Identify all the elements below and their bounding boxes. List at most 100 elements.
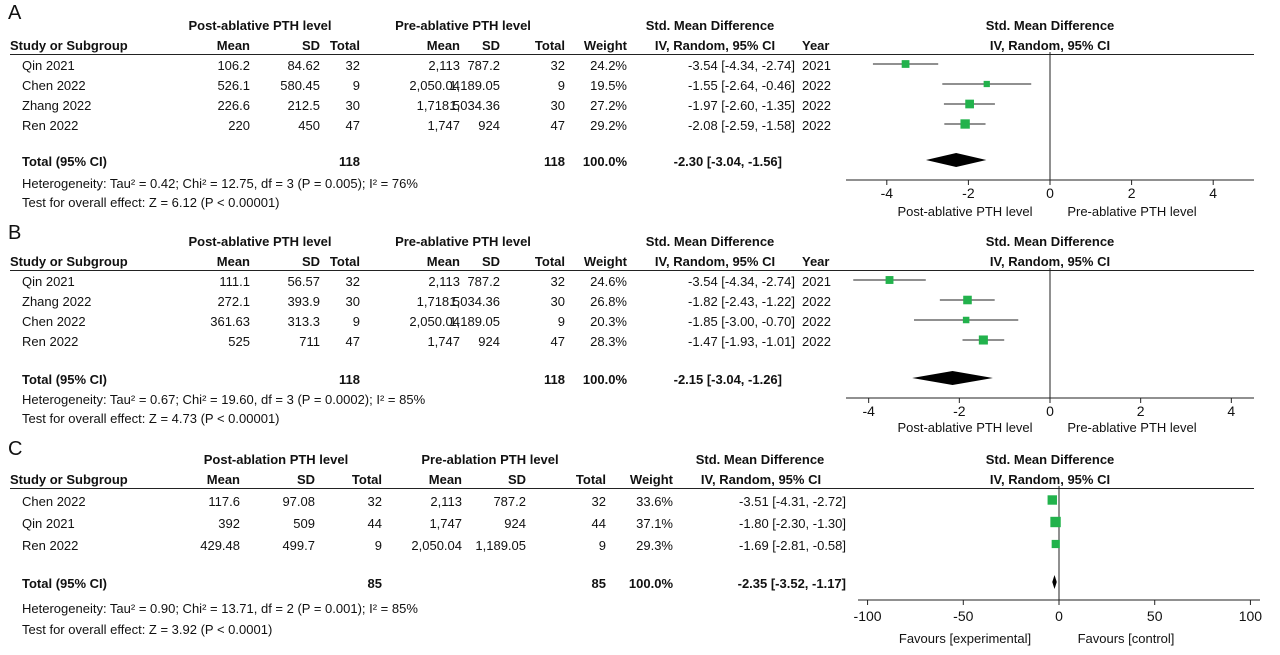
tick-label: -4	[862, 403, 875, 419]
mean2-header: Mean	[428, 472, 462, 487]
total-n1: 118	[339, 372, 360, 387]
n2-cell: 44	[591, 516, 606, 531]
plot-sub-header: IV, Random, 95% CI	[989, 254, 1111, 269]
panel-label-c: C	[8, 438, 23, 460]
effect-header: Std. Mean Difference	[645, 234, 775, 249]
sd2-header: SD	[481, 254, 500, 269]
total-label: Total (95% CI)	[22, 372, 107, 387]
sd2-cell: 787.2	[467, 274, 500, 289]
forest-plot-svg-b: -4 -2 0 2 4	[846, 268, 1254, 419]
total2-header: Total	[534, 38, 565, 53]
total-label: Total (95% CI)	[22, 576, 107, 591]
sd2-cell: 1,189.05	[449, 78, 500, 93]
sd2-header: SD	[481, 38, 500, 53]
n2-cell: 32	[550, 274, 565, 289]
axis-left-label: Favours [experimental]	[898, 631, 1032, 646]
sd2-cell: 924	[504, 516, 526, 531]
effect-marker	[963, 295, 972, 305]
axis-left-label: Post-ablative PTH level	[897, 420, 1033, 435]
effect-sub-header: IV, Random, 95% CI	[654, 254, 776, 269]
mean1-header: Mean	[216, 38, 250, 53]
sd1-header: SD	[301, 38, 320, 53]
group1-header: Post-ablative PTH level	[188, 18, 332, 33]
study-header: Study or Subgroup	[10, 254, 128, 269]
plot-title: Std. Mean Difference	[985, 18, 1115, 33]
sd1-header: SD	[296, 472, 315, 487]
effect-marker	[965, 99, 974, 109]
mean1-cell: 526.1	[217, 78, 250, 93]
n1-cell: 32	[367, 494, 382, 509]
year-cell: 2021	[802, 58, 831, 73]
plot-sub-header: IV, Random, 95% CI	[989, 38, 1111, 53]
plot-title: Std. Mean Difference	[985, 452, 1115, 467]
tick-label: -4	[881, 185, 894, 201]
plot-sub-header: IV, Random, 95% CI	[989, 472, 1111, 487]
total-n1: 118	[339, 154, 360, 169]
ci-cell: -1.55 [-2.64, -0.46]	[688, 78, 795, 93]
weight-header: Weight	[629, 472, 673, 487]
study-name: Zhang 2022	[22, 98, 92, 113]
group2-header: Pre-ablative PTH level	[395, 234, 531, 249]
weight-cell: 37.1%	[636, 516, 673, 531]
mean1-cell: 392	[218, 516, 240, 531]
effect-marker	[1050, 516, 1061, 528]
tick-label: 2	[1137, 403, 1145, 419]
mean2-cell: 1,718.5	[416, 294, 460, 309]
n1-cell: 30	[345, 98, 360, 113]
year-cell: 2022	[802, 78, 831, 93]
mean1-cell: 106.2	[217, 58, 250, 73]
total-label: Total (95% CI)	[22, 154, 107, 169]
weight-cell: 27.2%	[590, 98, 627, 113]
header-rule	[10, 270, 1254, 271]
total-ci: -2.30 [-3.04, -1.56]	[673, 154, 782, 169]
group1-header: Post-ablation PTH level	[203, 452, 349, 467]
mean2-cell: 1,747	[427, 118, 460, 133]
sd2-cell: 1,034.36	[449, 294, 500, 309]
axis-left-label: Post-ablative PTH level	[897, 204, 1033, 219]
study-name: Qin 2021	[22, 516, 75, 531]
year-cell: 2022	[802, 314, 831, 329]
sd1-cell: 711	[299, 334, 320, 349]
ci-cell: -3.54 [-4.34, -2.74]	[688, 274, 795, 289]
tick-label: -2	[962, 185, 975, 201]
year-header: Year	[802, 38, 830, 53]
sd1-cell: 450	[298, 118, 320, 133]
group2-header: Pre-ablation PTH level	[421, 452, 559, 467]
sd2-cell: 787.2	[493, 494, 526, 509]
mean2-cell: 2,113	[430, 494, 462, 509]
n2-cell: 9	[557, 314, 565, 329]
weight-cell: 19.5%	[590, 78, 627, 93]
n1-cell: 9	[374, 538, 382, 553]
sd1-header: SD	[301, 254, 320, 269]
n2-cell: 47	[550, 118, 565, 133]
n2-cell: 9	[598, 538, 606, 553]
ci-cell: -1.82 [-2.43, -1.22]	[688, 294, 795, 309]
effect-marker	[978, 335, 988, 345]
effect-marker	[1051, 539, 1060, 549]
forest-plot-c: C Post-ablation PTH level Pre-ablation P…	[0, 438, 1280, 655]
total2-header: Total	[575, 472, 606, 487]
mean1-cell: 117.6	[208, 494, 240, 509]
sd2-cell: 1,189.05	[449, 314, 500, 329]
sd1-cell: 393.9	[287, 294, 320, 309]
weight-header: Weight	[583, 38, 627, 53]
group1-header: Post-ablative PTH level	[188, 234, 332, 249]
weight-cell: 29.3%	[636, 538, 673, 553]
sd1-cell: 97.08	[282, 494, 315, 509]
mean1-cell: 111.1	[219, 274, 250, 289]
sd2-cell: 1,189.05	[475, 538, 526, 553]
sd1-cell: 313.3	[287, 314, 320, 329]
n1-cell: 32	[345, 274, 360, 289]
heterogeneity-text: Heterogeneity: Tau² = 0.90; Chi² = 13.71…	[22, 601, 418, 616]
sd1-cell: 212.5	[287, 98, 320, 113]
effect-marker	[960, 119, 970, 129]
mean2-cell: 2,113	[428, 58, 460, 73]
n2-cell: 30	[550, 98, 565, 113]
mean2-cell: 1,747	[427, 334, 460, 349]
weight-cell: 24.6%	[590, 274, 627, 289]
tick-label: 2	[1128, 185, 1136, 201]
mean2-cell: 2,050.04	[409, 314, 460, 329]
forest-plot-svg-c: -100 -50 0 50 100	[854, 486, 1262, 624]
total-weight: 100.0%	[628, 576, 673, 591]
mean2-cell: 2,050.04	[409, 78, 460, 93]
